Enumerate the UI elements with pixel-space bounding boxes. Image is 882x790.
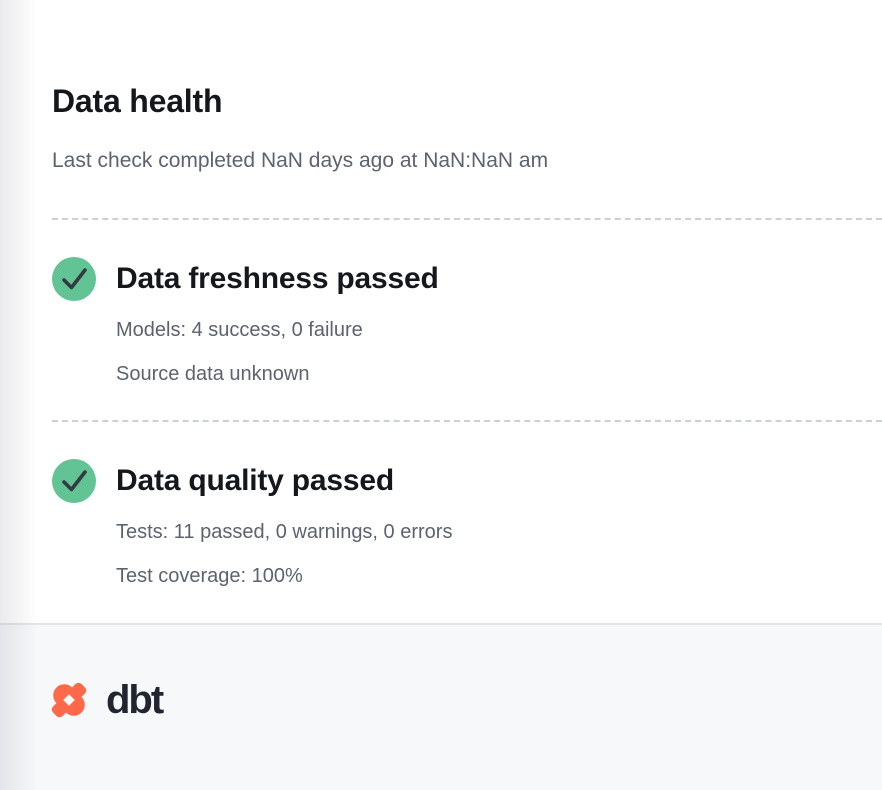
models-status-text: Models: 4 success, 0 failure bbox=[116, 319, 363, 341]
data-quality-section: Data quality passed Tests: 11 passed, 0 … bbox=[52, 420, 882, 590]
check-circle-icon bbox=[52, 459, 96, 503]
source-data-status-text: Source data unknown bbox=[116, 363, 310, 385]
test-coverage-text: Test coverage: 100% bbox=[116, 565, 303, 587]
data-health-panel: Data health Last check completed NaN day… bbox=[52, 83, 882, 590]
tests-status-text: Tests: 11 passed, 0 warnings, 0 errors bbox=[116, 521, 453, 543]
data-freshness-section: Data freshness passed Models: 4 success,… bbox=[52, 218, 882, 388]
section-title: Data quality passed bbox=[116, 464, 394, 497]
dbt-logo-icon bbox=[51, 682, 87, 718]
dbt-logo-text: dbt bbox=[106, 678, 164, 722]
section-header-row: Data quality passed bbox=[52, 459, 882, 503]
footer: dbt bbox=[0, 623, 882, 790]
page-title: Data health bbox=[52, 83, 223, 119]
last-check-status-text: Last check completed NaN days ago at NaN… bbox=[52, 149, 549, 172]
section-details: Tests: 11 passed, 0 warnings, 0 errors T… bbox=[116, 518, 882, 590]
dbt-logo[interactable]: dbt bbox=[45, 676, 164, 724]
section-details: Models: 4 success, 0 failure Source data… bbox=[116, 316, 882, 388]
check-circle-icon bbox=[52, 257, 96, 301]
section-title: Data freshness passed bbox=[116, 262, 439, 295]
section-header-row: Data freshness passed bbox=[52, 257, 882, 301]
